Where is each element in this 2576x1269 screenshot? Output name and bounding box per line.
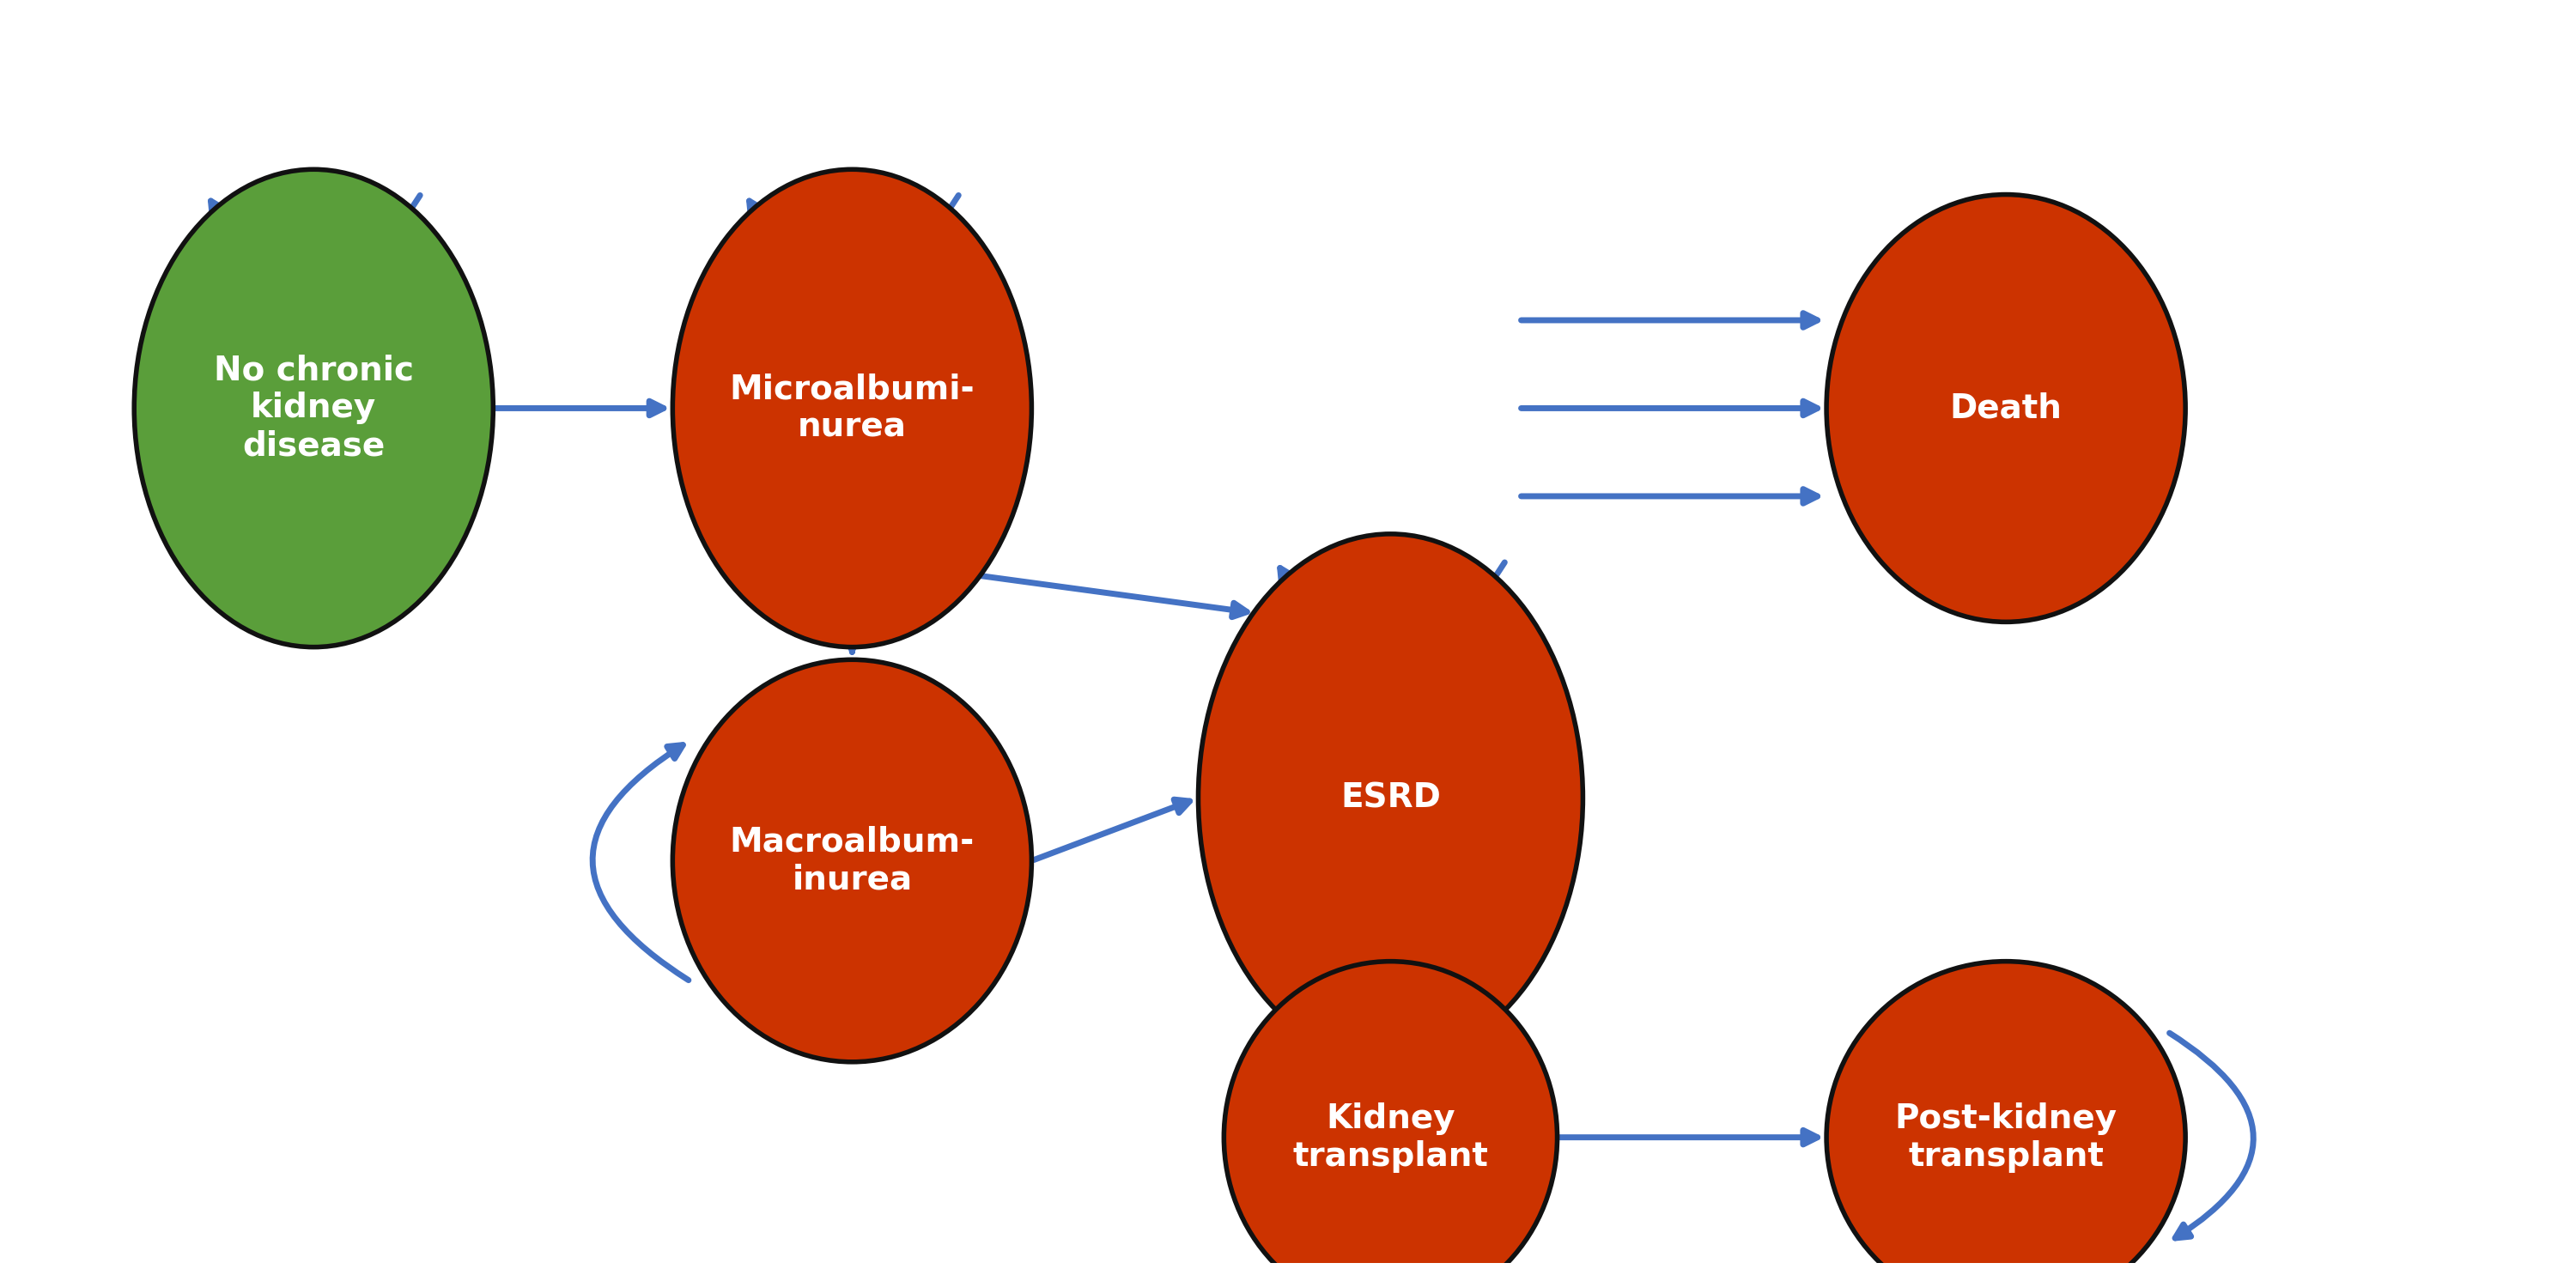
Text: Kidney
transplant: Kidney transplant: [1293, 1103, 1489, 1173]
Text: Post-kidney
transplant: Post-kidney transplant: [1896, 1103, 2117, 1173]
Ellipse shape: [1198, 534, 1582, 1062]
Text: No chronic
kidney
disease: No chronic kidney disease: [214, 354, 415, 462]
Ellipse shape: [672, 660, 1030, 1062]
Text: ESRD: ESRD: [1340, 782, 1440, 815]
Ellipse shape: [134, 169, 492, 647]
Text: Macroalbum-
inurea: Macroalbum- inurea: [729, 826, 974, 896]
Ellipse shape: [1224, 962, 1558, 1269]
Text: Microalbumi-
nurea: Microalbumi- nurea: [729, 373, 974, 443]
Ellipse shape: [1826, 962, 2184, 1269]
Ellipse shape: [672, 169, 1030, 647]
Ellipse shape: [1826, 194, 2184, 622]
Text: Death: Death: [1950, 392, 2063, 425]
